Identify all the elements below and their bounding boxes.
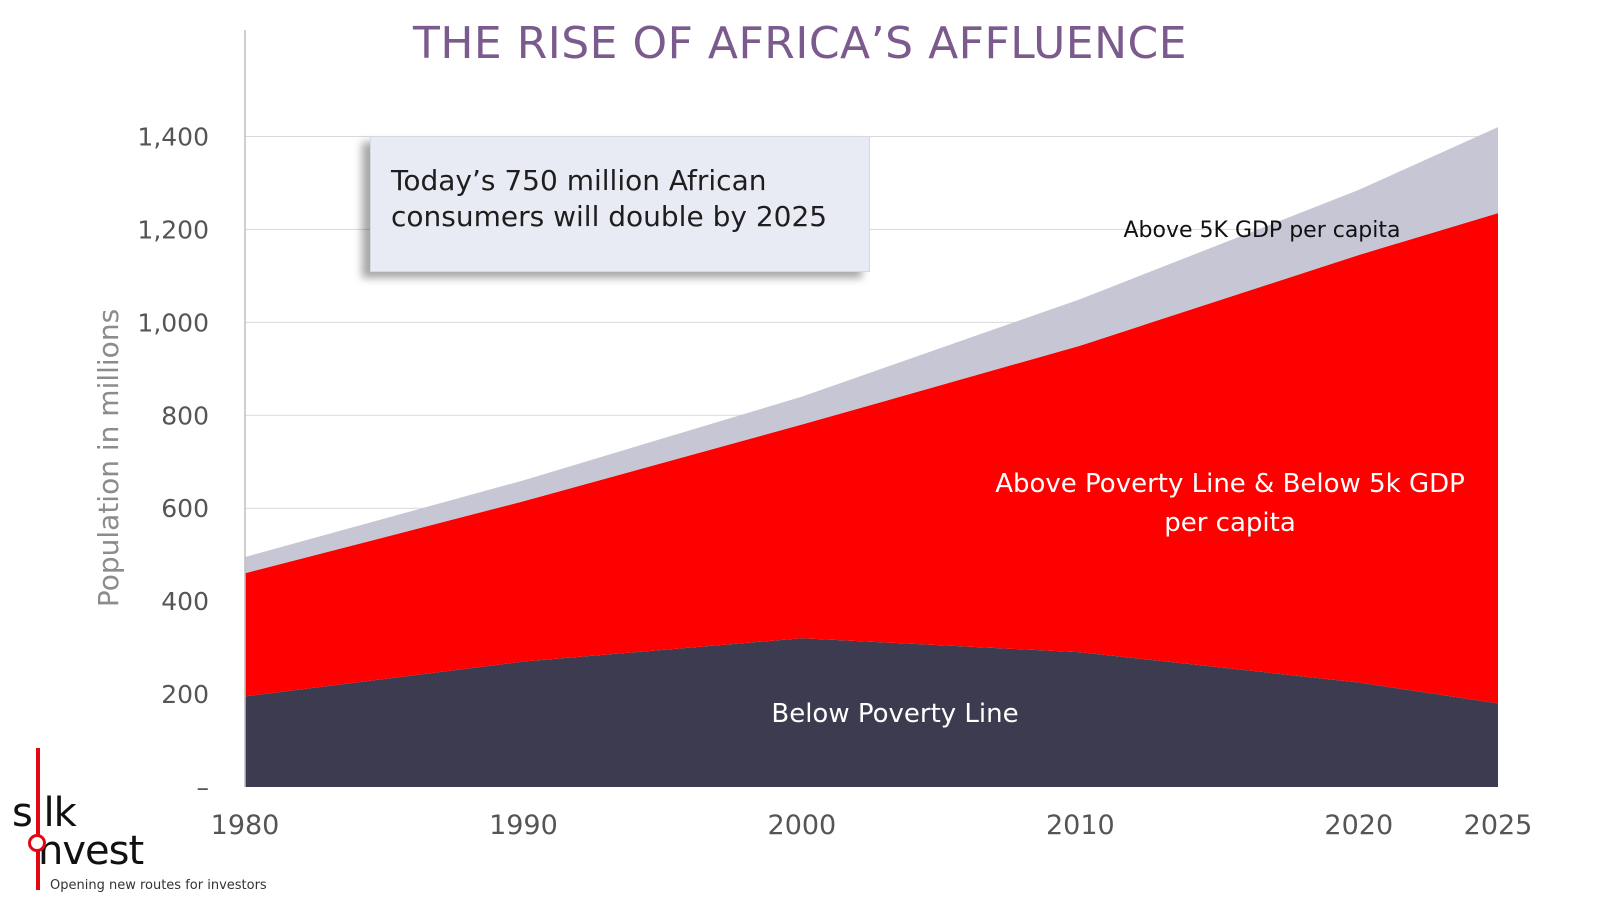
y-tick-label-0: –	[197, 773, 210, 802]
series-label-2-line-0: Above 5K GDP per capita	[1124, 218, 1401, 243]
x-tick-label-4: 2020	[1324, 810, 1393, 841]
x-tick-label-5: 2025	[1464, 810, 1533, 841]
callout-text: Today’s 750 million African consumers wi…	[391, 163, 861, 235]
x-tick-label-2: 2000	[768, 810, 837, 841]
y-tick-label-4: 800	[161, 401, 209, 430]
y-axis-label: Population in millions	[92, 309, 125, 607]
x-tick-label-0: 1980	[211, 810, 280, 841]
logo-red-bar	[36, 748, 40, 890]
logo-tagline: Opening new routes for investors	[50, 878, 267, 893]
x-tick-label-3: 2010	[1046, 810, 1115, 841]
y-tick-label-5: 1,000	[137, 308, 209, 337]
chart-title: THE RISE OF AFRICA’S AFFLUENCE	[412, 18, 1188, 69]
y-tick-labels: – 200 400 600 800 1,000 1,200 1,400	[137, 122, 209, 802]
callout-box: Today’s 750 million African consumers wi…	[370, 136, 870, 272]
y-tick-label-6: 1,200	[137, 215, 209, 244]
area-series	[245, 127, 1498, 787]
series-label-1-line-1: per capita	[1164, 508, 1296, 538]
x-tick-label-1: 1990	[489, 810, 558, 841]
silk-invest-logo: s lk nvest Opening new routes for invest…	[10, 748, 290, 898]
area-series-2	[245, 127, 1498, 574]
series-labels: Below Poverty Line Above Poverty Line & B…	[771, 218, 1464, 729]
x-tick-labels: 1980 1990 2000 2010 2020 2025	[211, 810, 1533, 841]
callout-line-2: consumers will double by 2025	[391, 200, 828, 233]
y-tick-label-1: 200	[161, 680, 209, 709]
y-tick-label-7: 1,400	[137, 122, 209, 151]
series-label-1-line-0: Above Poverty Line & Below 5k GDP	[995, 469, 1465, 499]
logo-dot-icon	[28, 834, 46, 852]
callout-line-1: Today’s 750 million African	[391, 164, 767, 197]
y-tick-label-2: 400	[161, 587, 209, 616]
logo-word-silk: s lk	[12, 790, 77, 836]
y-tick-label-3: 600	[161, 494, 209, 523]
logo-word-invest: nvest	[38, 828, 144, 874]
series-label-0-line-0: Below Poverty Line	[771, 699, 1018, 729]
area-series-1	[245, 213, 1498, 704]
area-series-0	[245, 638, 1498, 787]
